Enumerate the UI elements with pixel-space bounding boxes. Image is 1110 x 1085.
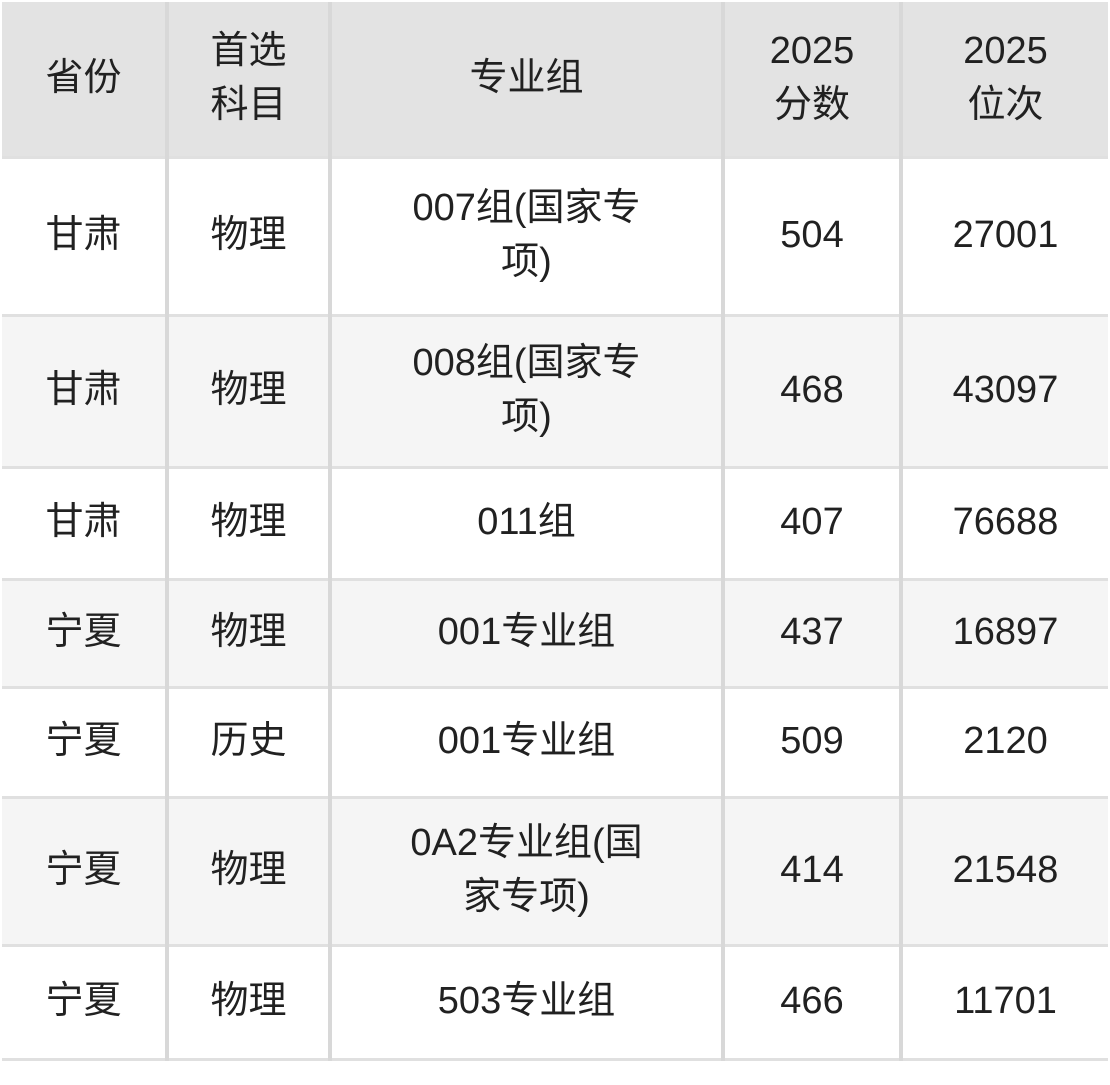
- cell-province: 宁夏: [2, 579, 169, 689]
- table-row: 甘肃 物理 011组 407 76688: [2, 467, 1108, 581]
- cell-province: 宁夏: [2, 797, 169, 947]
- cell-province: 甘肃: [2, 315, 169, 469]
- cell-rank-2025: 2120: [901, 687, 1108, 799]
- admission-scores-table: 省份 首选 科目 专业组 2025 分数 2025 位次 甘肃 物理 007组(…: [2, 2, 1108, 1061]
- table-row: 甘肃 物理 007组(国家专 项) 504 27001: [2, 157, 1108, 317]
- cell-score-2025: 468: [723, 315, 903, 469]
- cell-province: 宁夏: [2, 687, 169, 799]
- cell-rank-2025: 76688: [901, 467, 1108, 581]
- cell-major-group: 0A2专业组(国 家专项): [330, 797, 725, 947]
- table-row: 甘肃 物理 008组(国家专 项) 468 43097: [2, 315, 1108, 469]
- cell-score-2025: 437: [723, 579, 903, 689]
- cell-major-group: 007组(国家专 项): [330, 157, 725, 317]
- cell-score-2025: 504: [723, 157, 903, 317]
- header-score-2025: 2025 分数: [723, 2, 903, 159]
- cell-major-group: 011组: [330, 467, 725, 581]
- header-subject: 首选 科目: [167, 2, 332, 159]
- header-rank-2025: 2025 位次: [901, 2, 1108, 159]
- cell-major-group: 001专业组: [330, 687, 725, 799]
- cell-major-group: 008组(国家专 项): [330, 315, 725, 469]
- cell-score-2025: 509: [723, 687, 903, 799]
- cell-score-2025: 414: [723, 797, 903, 947]
- table-body: 甘肃 物理 007组(国家专 项) 504 27001 甘肃 物理 008组(国…: [2, 157, 1108, 1061]
- cell-score-2025: 466: [723, 945, 903, 1061]
- cell-rank-2025: 43097: [901, 315, 1108, 469]
- cell-subject: 物理: [167, 315, 332, 469]
- cell-province: 宁夏: [2, 945, 169, 1061]
- table-row: 宁夏 物理 0A2专业组(国 家专项) 414 21548: [2, 797, 1108, 947]
- cell-rank-2025: 11701: [901, 945, 1108, 1061]
- cell-subject: 物理: [167, 579, 332, 689]
- cell-rank-2025: 21548: [901, 797, 1108, 947]
- header-row: 省份 首选 科目 专业组 2025 分数 2025 位次: [2, 2, 1108, 159]
- table-row: 宁夏 物理 001专业组 437 16897: [2, 579, 1108, 689]
- cell-rank-2025: 27001: [901, 157, 1108, 317]
- cell-major-group: 503专业组: [330, 945, 725, 1061]
- cell-province: 甘肃: [2, 157, 169, 317]
- cell-score-2025: 407: [723, 467, 903, 581]
- cell-subject: 物理: [167, 467, 332, 581]
- table-row: 宁夏 历史 001专业组 509 2120: [2, 687, 1108, 799]
- table-row: 宁夏 物理 503专业组 466 11701: [2, 945, 1108, 1061]
- cell-subject: 物理: [167, 157, 332, 317]
- cell-rank-2025: 16897: [901, 579, 1108, 689]
- cell-major-group: 001专业组: [330, 579, 725, 689]
- cell-province: 甘肃: [2, 467, 169, 581]
- header-province: 省份: [2, 2, 169, 159]
- header-major-group: 专业组: [330, 2, 725, 159]
- cell-subject: 物理: [167, 797, 332, 947]
- cell-subject: 历史: [167, 687, 332, 799]
- table-header: 省份 首选 科目 专业组 2025 分数 2025 位次: [2, 2, 1108, 159]
- cell-subject: 物理: [167, 945, 332, 1061]
